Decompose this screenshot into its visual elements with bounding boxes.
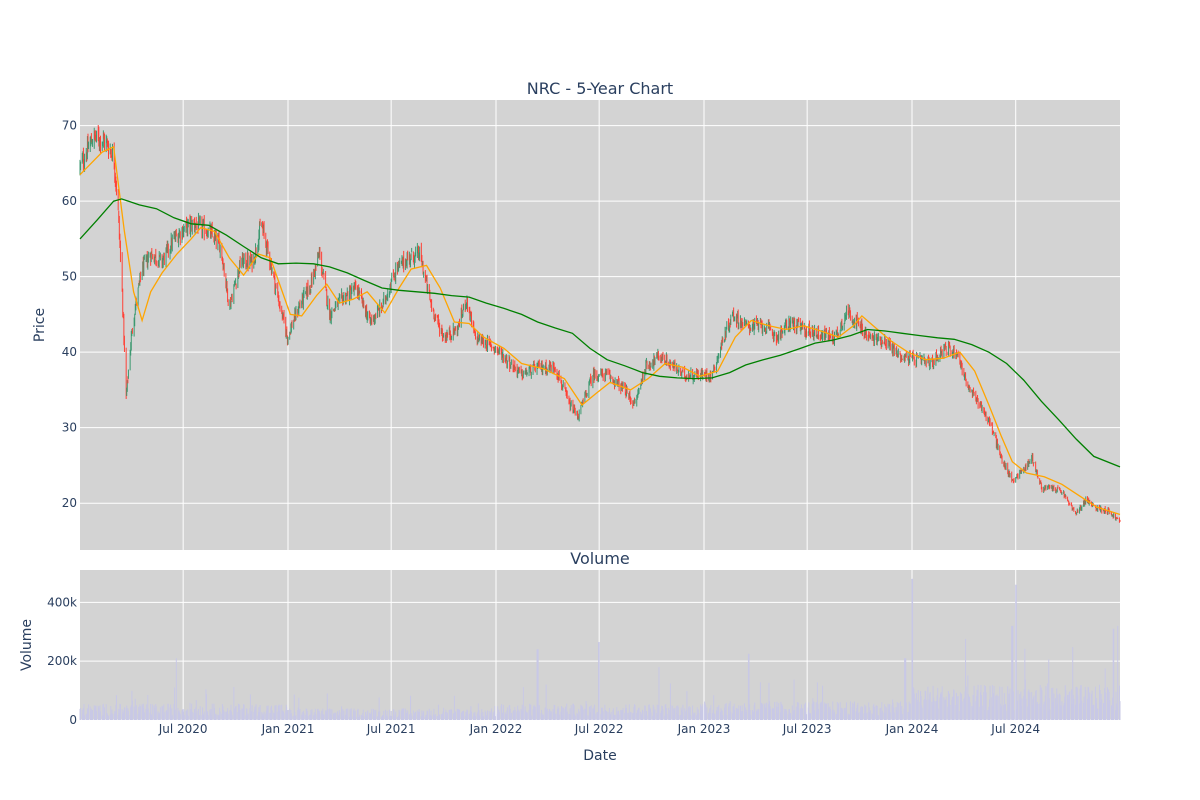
price-y-tick-label: 30 — [62, 421, 77, 435]
volume-y-tick-label: 0 — [69, 713, 77, 727]
price-y-tick-label: 50 — [62, 270, 77, 284]
x-tick-label: Jan 2021 — [261, 722, 315, 736]
volume-plot-background — [80, 570, 1120, 720]
volume-y-tick-label: 200k — [47, 654, 77, 668]
price-y-tick-label: 60 — [62, 194, 77, 208]
price-plot-background — [80, 100, 1120, 550]
volume-y-tick-label: 400k — [47, 595, 77, 609]
moving-average-long-line — [79, 198, 1121, 468]
x-tick-labels: Jul 2020 Jan 2021 Jul 2021 Jan 2022 Jul 2022… — [158, 722, 1040, 736]
x-tick-label: Jul 2020 — [158, 722, 208, 736]
price-y-tick-labels: 20 30 40 50 60 70 — [62, 119, 77, 511]
price-y-axis-title: Price — [32, 308, 48, 342]
price-y-tick-label: 40 — [62, 345, 77, 359]
x-tick-label: Jul 2021 — [366, 722, 416, 736]
volume-panel: 0 200k 400k — [47, 570, 1121, 727]
price-panel: 20 30 40 50 60 70 — [62, 100, 1121, 550]
x-tick-label: Jul 2023 — [782, 722, 832, 736]
price-y-tick-label: 20 — [62, 496, 77, 510]
x-tick-label: Jan 2023 — [677, 722, 731, 736]
price-chart-title: NRC - 5-Year Chart — [527, 79, 673, 98]
x-tick-label: Jan 2024 — [885, 722, 939, 736]
volume-y-axis-title: Volume — [19, 619, 35, 671]
price-moving-averages — [79, 145, 1121, 516]
volume-y-tick-labels: 0 200k 400k — [47, 595, 77, 727]
moving-average-short-line — [79, 145, 1121, 516]
price-y-tick-label: 70 — [62, 119, 77, 133]
x-tick-label: Jul 2022 — [574, 722, 624, 736]
x-axis-title: Date — [583, 748, 616, 764]
price-candles — [79, 125, 1121, 523]
x-tick-label: Jan 2022 — [469, 722, 523, 736]
price-gridlines — [80, 100, 1120, 550]
volume-chart-title: Volume — [570, 549, 630, 568]
x-tick-label: Jul 2024 — [990, 722, 1040, 736]
volume-bars — [79, 578, 1121, 720]
